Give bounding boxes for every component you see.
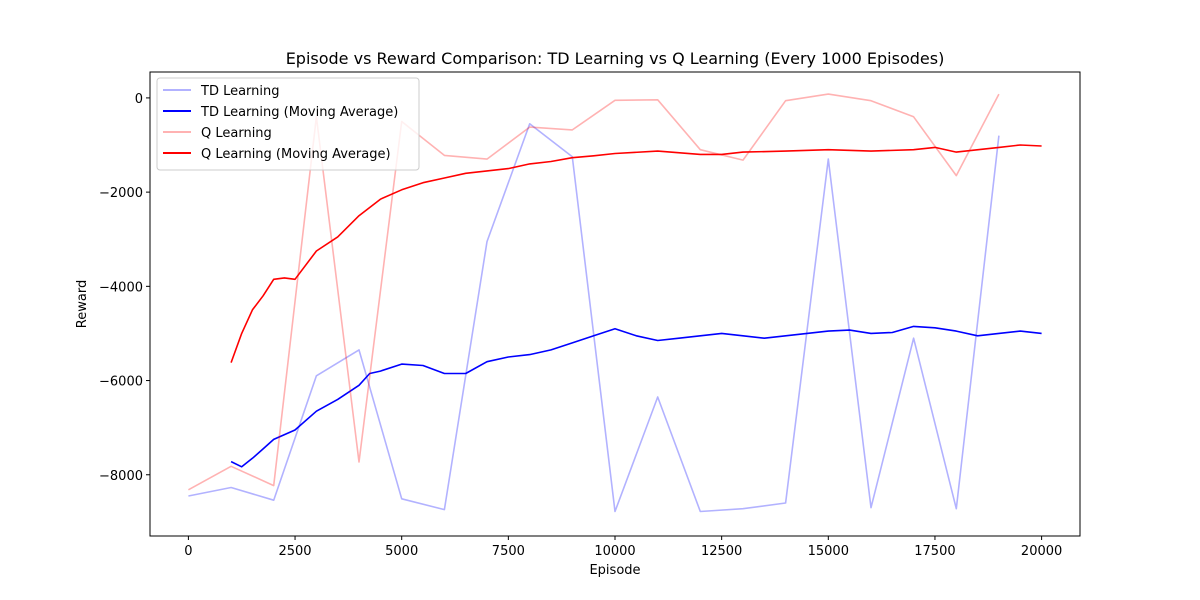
legend-box: [156, 77, 420, 171]
legend-label: TD Learning: [200, 84, 280, 99]
legend: TD Learning TD Learning (Moving Average) Q…: [156, 77, 420, 171]
x-tick-label: 0: [184, 544, 192, 559]
legend-label: TD Learning (Moving Average): [200, 105, 398, 120]
series-line-2: [188, 93, 1000, 491]
x-tick-label: 2500: [278, 544, 311, 559]
x-tick-label: 17500: [914, 544, 955, 559]
y-tick-label: −8000: [99, 469, 143, 484]
y-tick-label: −6000: [99, 375, 143, 390]
y-axis-label: Reward: [75, 280, 90, 328]
legend-label: Q Learning (Moving Average): [201, 147, 391, 162]
y-tick-label: −4000: [99, 280, 143, 295]
series-line-0: [188, 123, 1000, 513]
x-axis-label: Episode: [589, 563, 640, 578]
x-tick-label: 5000: [385, 544, 418, 559]
x-tick-label: 12500: [701, 544, 742, 559]
chart-title: Episode vs Reward Comparison: TD Learnin…: [286, 49, 945, 68]
y-tick-label: 0: [135, 92, 143, 107]
plot-area: [188, 93, 1042, 513]
legend-label: Q Learning: [201, 126, 272, 141]
series-line-1: [230, 325, 1042, 468]
x-tick-label: 15000: [808, 544, 849, 559]
x-tick-label: 20000: [1021, 544, 1062, 559]
x-tick-label: 10000: [594, 544, 635, 559]
y-axis: −8000 −6000 −4000 −2000 0: [99, 92, 150, 484]
y-tick-label: −2000: [99, 186, 143, 201]
x-axis: 0 2500 5000 7500 10000 12500 15000 17500 20000: [184, 536, 1062, 559]
x-tick-label: 7500: [492, 544, 525, 559]
series-line-3: [230, 144, 1042, 363]
